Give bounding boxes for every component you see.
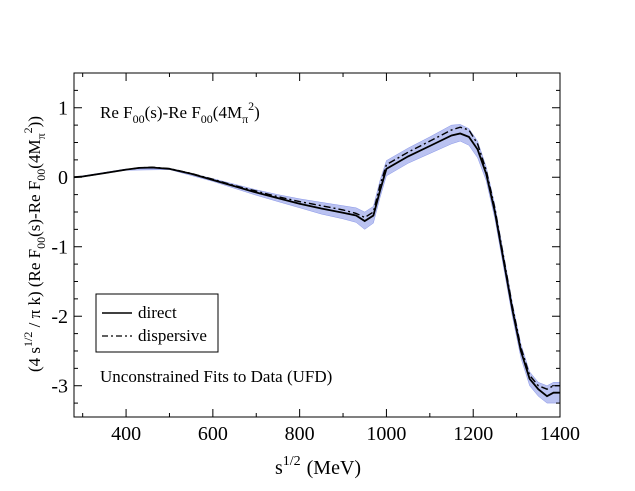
x-axis-label-unit: (MeV) [307,457,361,479]
legend-label-dispersive: dispersive [138,326,207,345]
y-tick-label: -2 [51,306,68,328]
inset-label-mid2: (4M [213,103,242,122]
inset-label-mid: (s)-Re F [145,103,201,122]
inset-label-sub3: π [242,112,248,126]
x-tick-label: 800 [285,423,315,445]
y-axis-label-pre: (4 s [25,347,44,372]
series-line-dispersive [73,126,560,390]
y-axis-label-sub2: 00 [34,169,48,181]
y-axis-label-exp1: 1/2 [21,332,35,347]
inset-label-post: ) [254,103,260,122]
y-tick-label: 0 [58,167,68,189]
error-band-layer [73,124,561,404]
y-axis-label-mid2: (s)-Re F [25,181,44,237]
x-axis-ticks: 400 600 800 1000 1200 1400 [82,73,580,445]
y-axis-label-mid3: (4M [25,139,44,168]
inset-label-sub1: 00 [133,112,145,126]
legend: direct dispersive [95,293,219,353]
y-tick-label: 1 [58,98,68,120]
inset-label: Re F00(s)-Re F00(4Mπ2) [100,99,260,126]
inset-label-pre: Re F [100,103,133,122]
legend-box [95,293,219,353]
chart-caption: Unconstrained Fits to Data (UFD) [100,367,332,386]
x-tick-label: 1200 [453,423,493,445]
plot-frame [73,72,561,418]
y-axis-label-sub3: π [34,133,48,139]
error-band [73,124,561,404]
y-tick-label: -3 [51,376,68,398]
x-tick-label: 1400 [540,423,580,445]
y-axis-label-mid: / π k) (Re F [25,249,44,332]
x-axis-label-exp: 1/2 [283,454,301,469]
y-axis-ticks: 1 0 -1 -2 -3 [51,89,560,404]
inset-label-exp3: 2 [248,99,254,113]
x-tick-label: 600 [198,423,228,445]
x-tick-label: 400 [111,423,141,445]
y-axis-label-exp3: 2 [21,127,35,133]
x-axis-label-base: s [275,457,283,479]
x-axis-label: s1/2 (MeV) [275,454,361,479]
y-axis-label: (4 s1/2 / π k) (Re F00(s)-Re F00(4Mπ2)) [21,116,48,372]
legend-label-direct: direct [138,303,177,322]
inset-label-sub2: 00 [201,112,213,126]
y-tick-label: -1 [51,237,68,259]
series-layer [73,126,560,398]
y-axis-label-sub1: 00 [34,237,48,249]
y-axis-label-post: )) [25,116,44,127]
x-tick-label: 1000 [366,423,406,445]
